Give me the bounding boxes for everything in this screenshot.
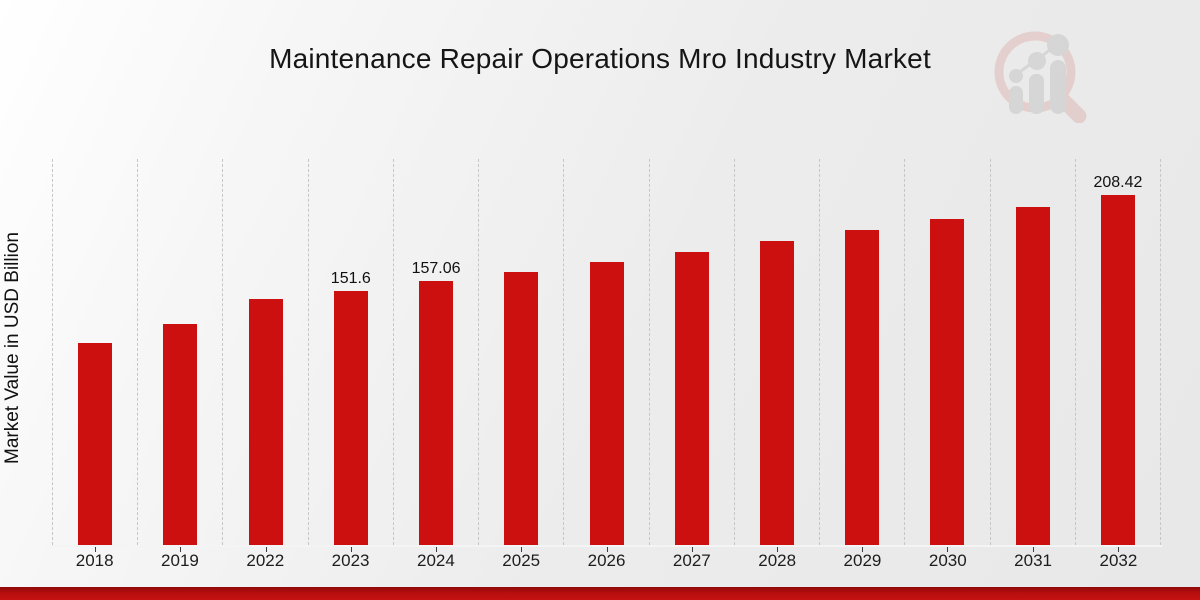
bar-2022: [248, 299, 283, 545]
x-tick-label-2029: 2029: [843, 551, 882, 570]
bar-value-label-2032: 208.42: [1093, 174, 1143, 192]
axis-tick-mark: [691, 546, 693, 552]
axis-tick-mark: [521, 546, 523, 552]
bar-column: [478, 159, 563, 552]
x-tick-label-2023: 2023: [331, 551, 370, 570]
bar-2032: [1100, 195, 1135, 545]
bar-column: [52, 159, 137, 552]
x-tick-label-2032: 2032: [1099, 551, 1138, 570]
x-tick-label-2025: 2025: [502, 551, 541, 570]
bar-column: [222, 159, 307, 552]
bar-2028: [759, 241, 794, 545]
axis-tick-mark: [606, 546, 608, 552]
bar-2018: [78, 343, 113, 545]
bar-value-label-2023: 151.6: [330, 269, 371, 287]
axis-tick-mark: [862, 546, 864, 552]
x-tick-label-2026: 2026: [587, 551, 626, 570]
bar-column: [733, 159, 819, 552]
bar-column: [563, 159, 648, 552]
bar-column: 157.06: [392, 159, 478, 552]
x-axis-tick-labels: 2018 2019 2022 2023 2024 2025 2026 2027 2028 2029…: [52, 551, 1161, 571]
bar-value-label-2024: 157.06: [411, 260, 461, 278]
bar-2024: [419, 281, 454, 545]
axis-tick-mark: [1117, 546, 1119, 552]
bar-column: [904, 159, 989, 552]
bar-2027: [674, 251, 709, 545]
bar-column: 151.6: [307, 159, 393, 552]
bar-2025: [504, 271, 539, 545]
plot-area: 151.6 157.06 208.42: [52, 159, 1162, 552]
x-tick-label-2024: 2024: [416, 551, 455, 570]
axis-tick-mark: [947, 546, 949, 552]
bar-2030: [930, 218, 965, 545]
x-tick-label-2018: 2018: [75, 551, 114, 570]
magnifier-growth-chart-logo-icon: [994, 31, 1087, 123]
axis-tick-mark: [436, 546, 438, 552]
axis-tick-mark: [265, 546, 267, 552]
axis-tick-mark: [350, 546, 352, 552]
bar-2031: [1015, 207, 1050, 545]
bar-2029: [845, 230, 880, 545]
axis-tick-mark: [1032, 546, 1034, 552]
bar-column: [648, 159, 734, 552]
bar-2019: [163, 324, 198, 545]
bar-column: [989, 159, 1075, 552]
axis-tick-mark: [776, 546, 778, 552]
axis-tick-mark: [95, 546, 97, 552]
bar-column: [137, 159, 222, 552]
x-tick-label-2030: 2030: [928, 551, 967, 570]
x-tick-label-2019: 2019: [161, 551, 199, 570]
x-tick-label-2022: 2022: [246, 551, 285, 570]
bar-2023: [333, 290, 368, 545]
bar-column: [819, 159, 904, 552]
axis-tick-mark: [180, 546, 182, 552]
y-axis-label: Market Value in USD Billion: [2, 232, 23, 464]
bar-column: 208.42: [1074, 159, 1162, 552]
x-axis-line: [52, 545, 1162, 547]
chart-title: Maintenance Repair Operations Mro Indust…: [269, 43, 931, 74]
x-tick-label-2027: 2027: [672, 551, 711, 570]
bar-2026: [589, 262, 624, 545]
x-tick-label-2028: 2028: [758, 551, 797, 570]
footer-accent-bar: [0, 587, 1200, 600]
x-tick-label-2031: 2031: [1014, 551, 1052, 570]
